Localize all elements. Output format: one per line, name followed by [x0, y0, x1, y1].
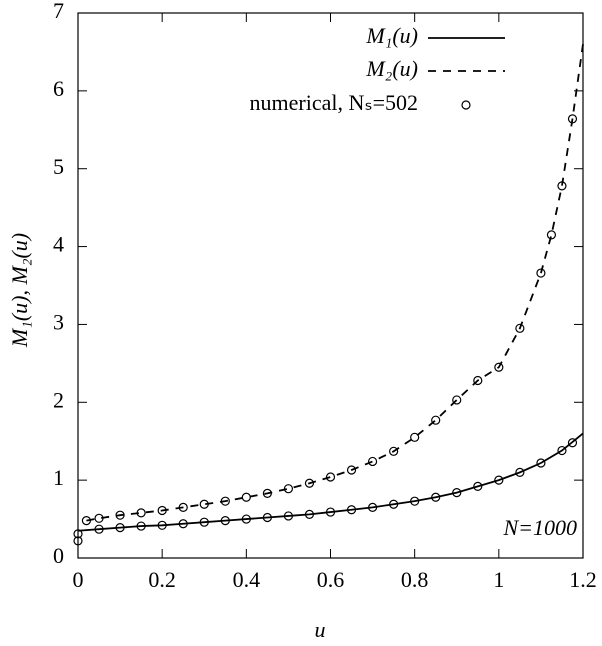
data-point: [557, 445, 567, 456]
x-tick-label: 0.6: [317, 567, 345, 592]
y-tick-label: 7: [53, 0, 64, 23]
y-axis-label: M₁(u), M₂(u): [7, 233, 32, 348]
legend-label: numerical, Nₛ=502: [250, 90, 418, 115]
data-point: [115, 523, 125, 533]
x-tick-label: 0: [73, 567, 84, 592]
data-point: [94, 513, 104, 523]
data-point: [262, 512, 272, 523]
data-point: [494, 362, 504, 372]
y-tick-label: 4: [53, 232, 64, 257]
data-point: [241, 492, 251, 502]
data-point: [304, 509, 315, 520]
data-point: [557, 181, 567, 191]
data-point: [283, 511, 294, 521]
data-point: [494, 475, 504, 485]
data-point: [431, 415, 441, 425]
data-point: [199, 517, 209, 527]
data-point: [473, 375, 483, 386]
data-point: [367, 502, 378, 512]
data-point: [283, 484, 294, 494]
x-axis-label: u: [315, 617, 326, 642]
data-point: [452, 395, 462, 405]
data-point: [220, 516, 230, 526]
data-point: [73, 529, 83, 539]
data-point: [546, 230, 557, 240]
data-point: [536, 268, 546, 278]
x-tick-label: 0.8: [401, 567, 429, 592]
data-point: [515, 323, 525, 333]
data-point: [452, 488, 462, 498]
x-tick-label: 1.2: [569, 567, 597, 592]
y-tick-label: 2: [53, 387, 64, 412]
data-point: [389, 446, 399, 456]
data-point: [241, 514, 251, 524]
data-point: [410, 496, 420, 506]
data-point: [325, 472, 336, 482]
y-tick-label: 3: [53, 309, 64, 334]
data-point: [567, 438, 578, 448]
data-point: [94, 524, 104, 534]
data-point: [178, 519, 188, 529]
data-point: [536, 458, 546, 468]
data-point: [136, 521, 146, 531]
data-point: [473, 481, 483, 491]
data-point: [136, 508, 146, 518]
x-tick-label: 1: [493, 567, 504, 592]
data-point: [262, 488, 272, 498]
data-point: [304, 478, 315, 488]
data-point: [220, 496, 230, 506]
data-line: [77, 432, 584, 532]
data-line: [86, 44, 584, 522]
y-tick-label: 1: [53, 465, 64, 490]
data-point: [157, 505, 167, 516]
data-point: [325, 507, 336, 517]
y-tick-label: 6: [53, 76, 64, 101]
data-point: [515, 467, 525, 477]
data-point: [178, 502, 188, 512]
y-tick-label: 5: [53, 154, 64, 179]
data-point: [367, 456, 378, 467]
x-tick-label: 0.2: [148, 567, 176, 592]
annotation: N=1000: [502, 515, 577, 540]
data-point: [157, 520, 167, 530]
legend-marker: [461, 100, 471, 110]
data-point: [81, 516, 92, 526]
data-point: [389, 499, 399, 509]
data-point: [73, 536, 83, 546]
legend-label: M₁(u): [365, 23, 418, 48]
data-point: [410, 432, 420, 442]
x-tick-label: 0.4: [233, 567, 261, 592]
data-point: [115, 510, 125, 520]
data-point: [346, 505, 357, 515]
data-point: [199, 499, 209, 509]
data-point: [567, 114, 578, 124]
legend-label: M₂(u): [365, 56, 418, 81]
y-tick-label: 0: [53, 543, 64, 568]
data-point: [431, 492, 441, 502]
data-point: [346, 465, 357, 475]
